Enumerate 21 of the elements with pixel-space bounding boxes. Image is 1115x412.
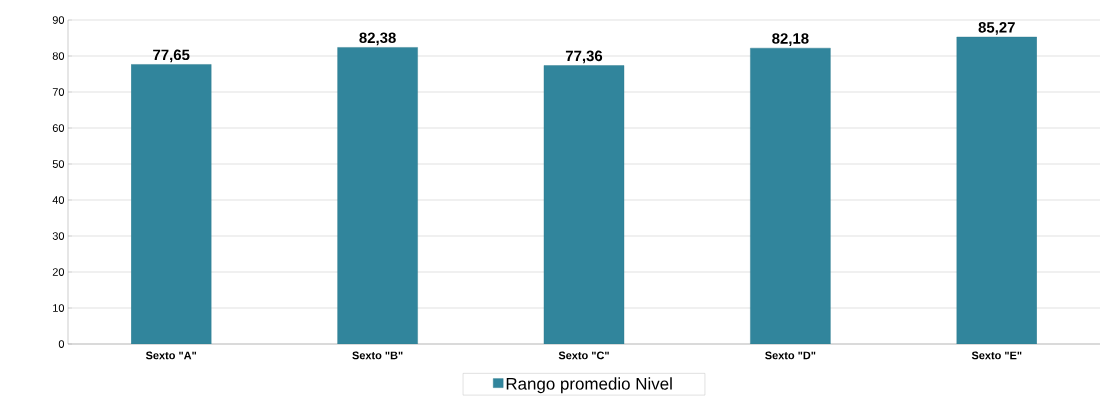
y-tick-label: 40 [52,196,65,204]
y-tick-label: 0 [58,340,65,348]
x-tick-label: Sexto "C" [558,351,609,360]
x-tick-label: Sexto "D" [765,351,816,360]
y-tick-label: 20 [52,268,65,276]
y-tick-label: 80 [52,52,65,60]
y-tick-label: 30 [52,232,65,240]
data-label: 85,27 [978,22,1015,35]
legend-label: Rango promedio Nivel [506,377,672,394]
y-tick-label: 70 [52,88,65,96]
y-tick-label: 50 [52,160,65,168]
data-label: 77,36 [565,50,603,64]
x-tick-label: Sexto "A" [145,351,197,360]
x-tick-label: Sexto "B" [352,351,403,360]
x-tick-label: Sexto "E" [971,351,1022,360]
y-tick-label: 90 [52,16,65,24]
y-tick-label: 60 [52,124,65,132]
data-label: 82,18 [772,33,809,46]
data-label: 82,38 [359,32,396,46]
y-tick-label: 10 [53,304,65,312]
data-label: 77,65 [153,49,190,63]
